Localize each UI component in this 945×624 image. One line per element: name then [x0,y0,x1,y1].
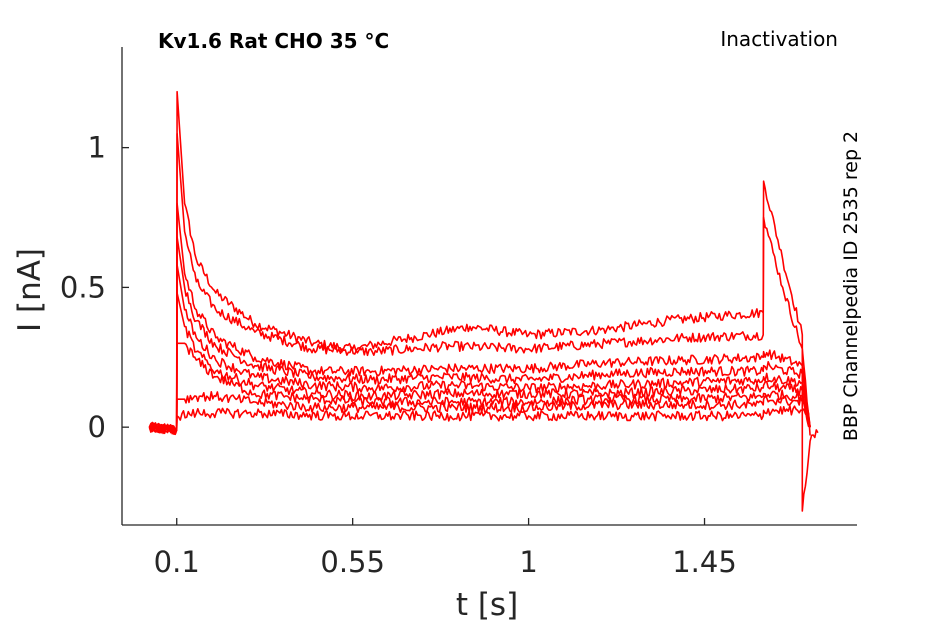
x-ticks: 0.1 0.55 1 1.45 [154,518,737,579]
y-axis-title: I [nA] [12,248,48,332]
x-tick-label: 0.1 [154,545,200,579]
channelpedia-id-label: BBP Channelpedia ID 2535 rep 2 [840,131,862,441]
trace-line-5 [148,264,811,436]
trace-line-1 [148,90,819,512]
y-ticks: 00.51 [60,131,129,444]
x-tick-label: 1.45 [672,545,737,579]
y-tick-label: 0.5 [60,270,106,304]
trace-line-6 [148,292,811,435]
traces-group [148,90,819,512]
y-tick-label: 0 [88,410,106,444]
trace-line-9 [148,404,811,435]
y-tick-label: 1 [88,131,106,165]
x-tick-label: 0.55 [320,545,385,579]
x-tick-label: 1 [519,545,537,579]
trace-line-3 [148,202,811,434]
x-axis-title: t [s] [456,587,518,623]
chart-title: Kv1.6 Rat CHO 35 °C [158,29,389,53]
protocol-label: Inactivation [720,27,838,51]
trace-line-4 [148,236,811,435]
trace-line-2 [148,132,811,436]
trace-line-7 [149,342,811,433]
